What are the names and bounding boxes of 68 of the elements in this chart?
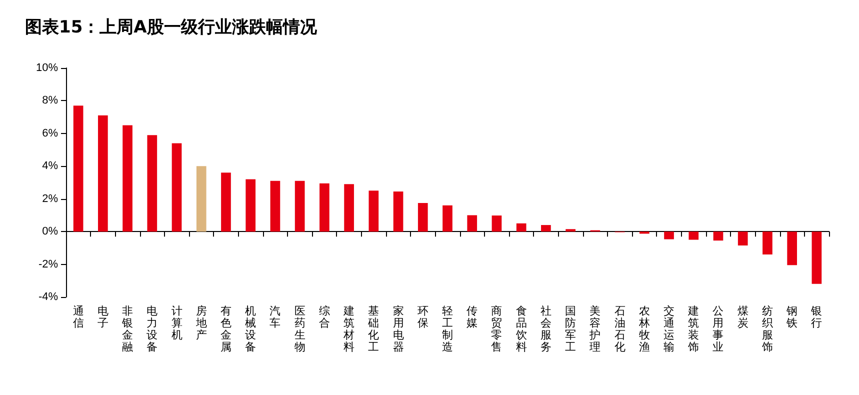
x-tick-label: 家用电器 (392, 304, 404, 354)
y-tick-label: -2% (38, 258, 58, 270)
x-tick-label: 社会服务 (540, 304, 552, 354)
x-tick-label: 交通运输 (664, 304, 675, 354)
bar (393, 191, 404, 232)
x-tick-label: 建筑材料 (342, 304, 355, 354)
y-tick-label: 0% (42, 226, 58, 238)
x-tick-label: 环保 (417, 304, 428, 330)
x-tick-label: 非银金融 (121, 304, 134, 354)
y-tick-label: 6% (42, 127, 58, 140)
bar (738, 232, 748, 246)
bar (467, 215, 478, 232)
bar (270, 180, 280, 232)
y-tick-label: 2% (42, 192, 58, 205)
x-tick-label: 机械设备 (245, 304, 256, 354)
chart-title: 图表15：上周A股一级行业涨跌幅情况 (25, 18, 318, 38)
bar (713, 232, 724, 241)
bar (492, 216, 502, 232)
y-tick-label: 10% (36, 62, 58, 74)
bar (418, 202, 428, 232)
x-tick-label: 农林牧渔 (638, 304, 650, 354)
bar (541, 225, 551, 232)
bar (246, 179, 256, 232)
bar (122, 125, 132, 232)
bar (566, 229, 576, 232)
y-tick-label: -4% (38, 291, 58, 303)
bar (294, 180, 305, 232)
bar (664, 232, 674, 240)
y-tick-label: 8% (42, 94, 58, 107)
x-tick-label: 电力设备 (146, 304, 158, 354)
bar (762, 232, 772, 254)
x-tick-label: 轻工制造 (442, 304, 453, 354)
x-tick-label: 美容护理 (588, 304, 601, 354)
bar (787, 232, 798, 266)
x-tick-label: 公用事业 (712, 304, 724, 354)
x-tick-label: 纺织服饰 (760, 304, 773, 354)
bar (73, 106, 84, 232)
bar (442, 205, 452, 232)
x-tick-label: 汽车 (270, 304, 281, 330)
bar (221, 172, 231, 232)
x-tick-label: 有色金属 (220, 304, 232, 354)
x-tick-label: 煤炭 (737, 304, 748, 330)
x-tick-label: 银行 (810, 304, 822, 330)
bar (147, 135, 158, 232)
bar (368, 190, 379, 232)
bar (98, 115, 108, 232)
x-tick-label: 石油石化 (614, 304, 626, 354)
x-tick-label: 综合 (318, 304, 330, 330)
bar (812, 232, 822, 284)
bar (320, 183, 330, 232)
x-tick-label: 钢铁 (786, 304, 798, 330)
bar (688, 232, 699, 240)
x-tick-label: 电子 (97, 304, 108, 330)
x-tick-label: 建筑装饰 (687, 304, 700, 354)
x-tick-label: 传媒 (466, 304, 478, 330)
x-tick-label: 食品饮料 (514, 304, 527, 354)
x-tick-label: 基础化工 (367, 304, 380, 354)
y-tick-label: 4% (42, 160, 58, 172)
x-tick-label: 通信 (72, 304, 84, 330)
bar (196, 166, 206, 232)
x-tick-label: 商贸零售 (491, 304, 502, 354)
x-tick-label: 国防军工 (565, 304, 576, 354)
bar (344, 184, 354, 232)
bar (516, 223, 526, 232)
bar (172, 143, 182, 232)
x-tick-label: 房地产 (194, 304, 207, 342)
x-tick-label: 计算机 (171, 304, 182, 342)
x-tick-label: 医药生物 (294, 304, 306, 354)
